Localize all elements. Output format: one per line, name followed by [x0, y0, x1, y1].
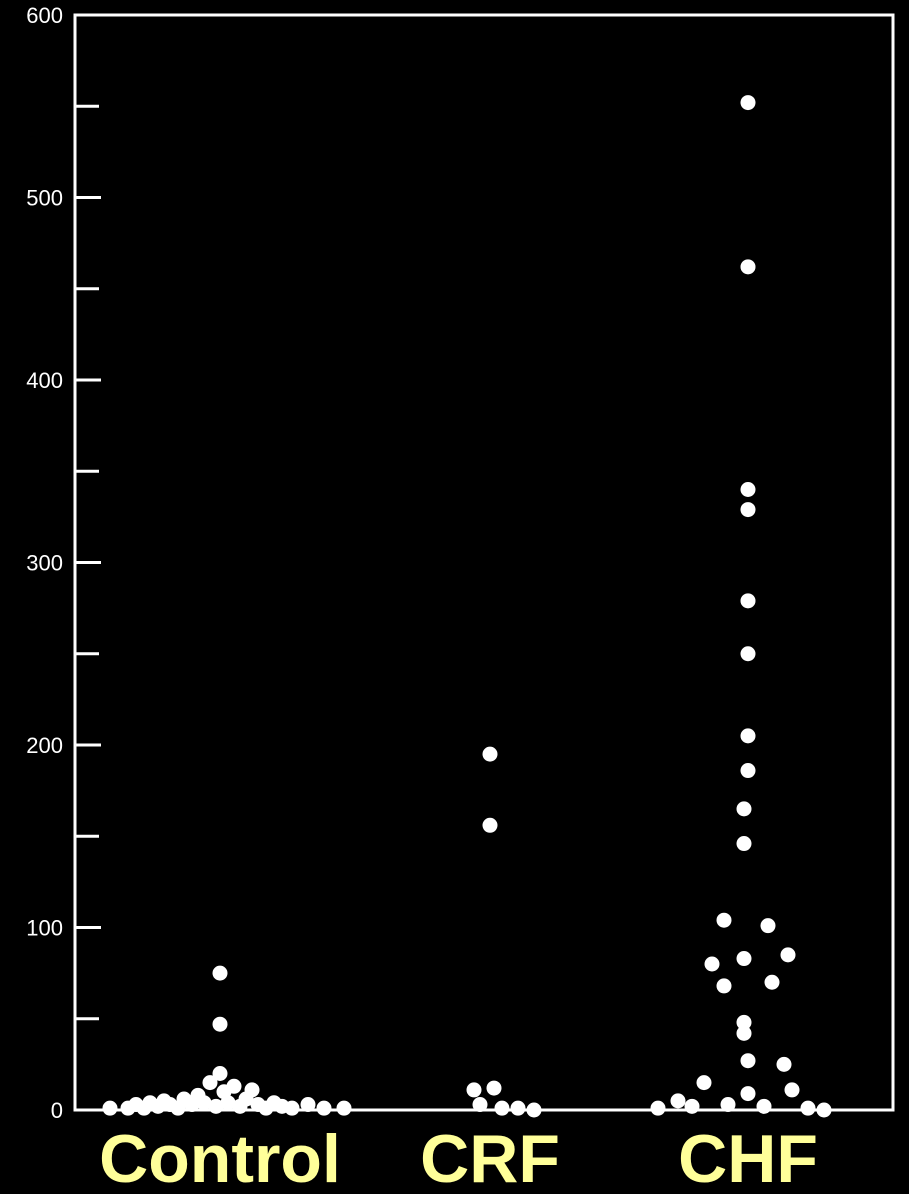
data-point-chf	[736, 951, 752, 967]
data-point-chf	[736, 801, 752, 817]
data-point-chf	[740, 502, 756, 518]
data-point-chf	[740, 763, 756, 779]
data-point-chf	[740, 728, 756, 744]
data-point-chf	[736, 1014, 752, 1030]
data-point-control	[244, 1082, 260, 1098]
data-point-control	[212, 965, 228, 981]
data-point-chf	[800, 1100, 816, 1116]
data-point-crf	[526, 1102, 542, 1118]
data-point-chf	[740, 259, 756, 275]
data-point-chf	[760, 918, 776, 934]
data-point-control	[336, 1100, 352, 1116]
data-point-control	[226, 1078, 242, 1094]
data-point-crf	[482, 817, 498, 833]
data-point-chf	[740, 646, 756, 662]
y-tick-label: 300	[26, 551, 63, 576]
data-point-crf	[482, 746, 498, 762]
data-point-control	[212, 1016, 228, 1032]
data-point-control	[212, 1066, 228, 1081]
data-point-crf	[510, 1100, 526, 1116]
y-tick-label: 100	[26, 916, 63, 941]
data-point-crf	[472, 1097, 488, 1113]
y-tick-label: 400	[26, 368, 63, 393]
data-points	[102, 95, 832, 1118]
data-point-chf	[650, 1100, 666, 1116]
data-point-chf	[740, 593, 756, 609]
data-point-chf	[696, 1075, 712, 1091]
data-point-control	[300, 1097, 316, 1113]
data-point-chf	[736, 836, 752, 852]
category-labels: Control CRF CHF	[99, 1121, 818, 1194]
data-point-control	[102, 1100, 118, 1116]
data-point-crf	[466, 1082, 482, 1098]
data-point-control	[202, 1075, 218, 1091]
data-point-chf	[756, 1098, 772, 1114]
data-point-chf	[740, 95, 756, 111]
data-point-control	[220, 1095, 236, 1111]
data-point-chf	[716, 912, 732, 928]
y-tick-label: 200	[26, 733, 63, 758]
data-point-chf	[704, 956, 720, 972]
data-point-crf	[486, 1080, 502, 1096]
data-point-control	[284, 1100, 300, 1116]
data-point-chf	[780, 947, 796, 963]
data-point-chf	[740, 1086, 756, 1102]
data-point-chf	[764, 974, 780, 990]
category-label-control: Control	[99, 1121, 341, 1194]
y-tick-label: 500	[26, 186, 63, 211]
data-point-crf	[494, 1100, 510, 1116]
data-point-control	[196, 1095, 212, 1111]
data-point-chf	[670, 1093, 686, 1109]
data-point-chf	[816, 1102, 832, 1118]
data-point-chf	[776, 1056, 792, 1072]
y-tick-label: 600	[26, 3, 63, 28]
data-point-chf	[740, 482, 756, 497]
data-point-chf	[720, 1097, 736, 1113]
data-point-control	[316, 1100, 332, 1116]
data-point-chf	[740, 1053, 756, 1069]
category-label-crf: CRF	[420, 1121, 560, 1194]
data-point-chf	[716, 978, 732, 994]
data-point-chf	[784, 1082, 800, 1098]
data-point-control	[208, 1098, 224, 1114]
data-point-chf	[684, 1098, 700, 1114]
data-point-chf	[736, 1025, 752, 1041]
category-label-chf: CHF	[678, 1121, 818, 1194]
y-tick-label: 0	[51, 1098, 63, 1123]
